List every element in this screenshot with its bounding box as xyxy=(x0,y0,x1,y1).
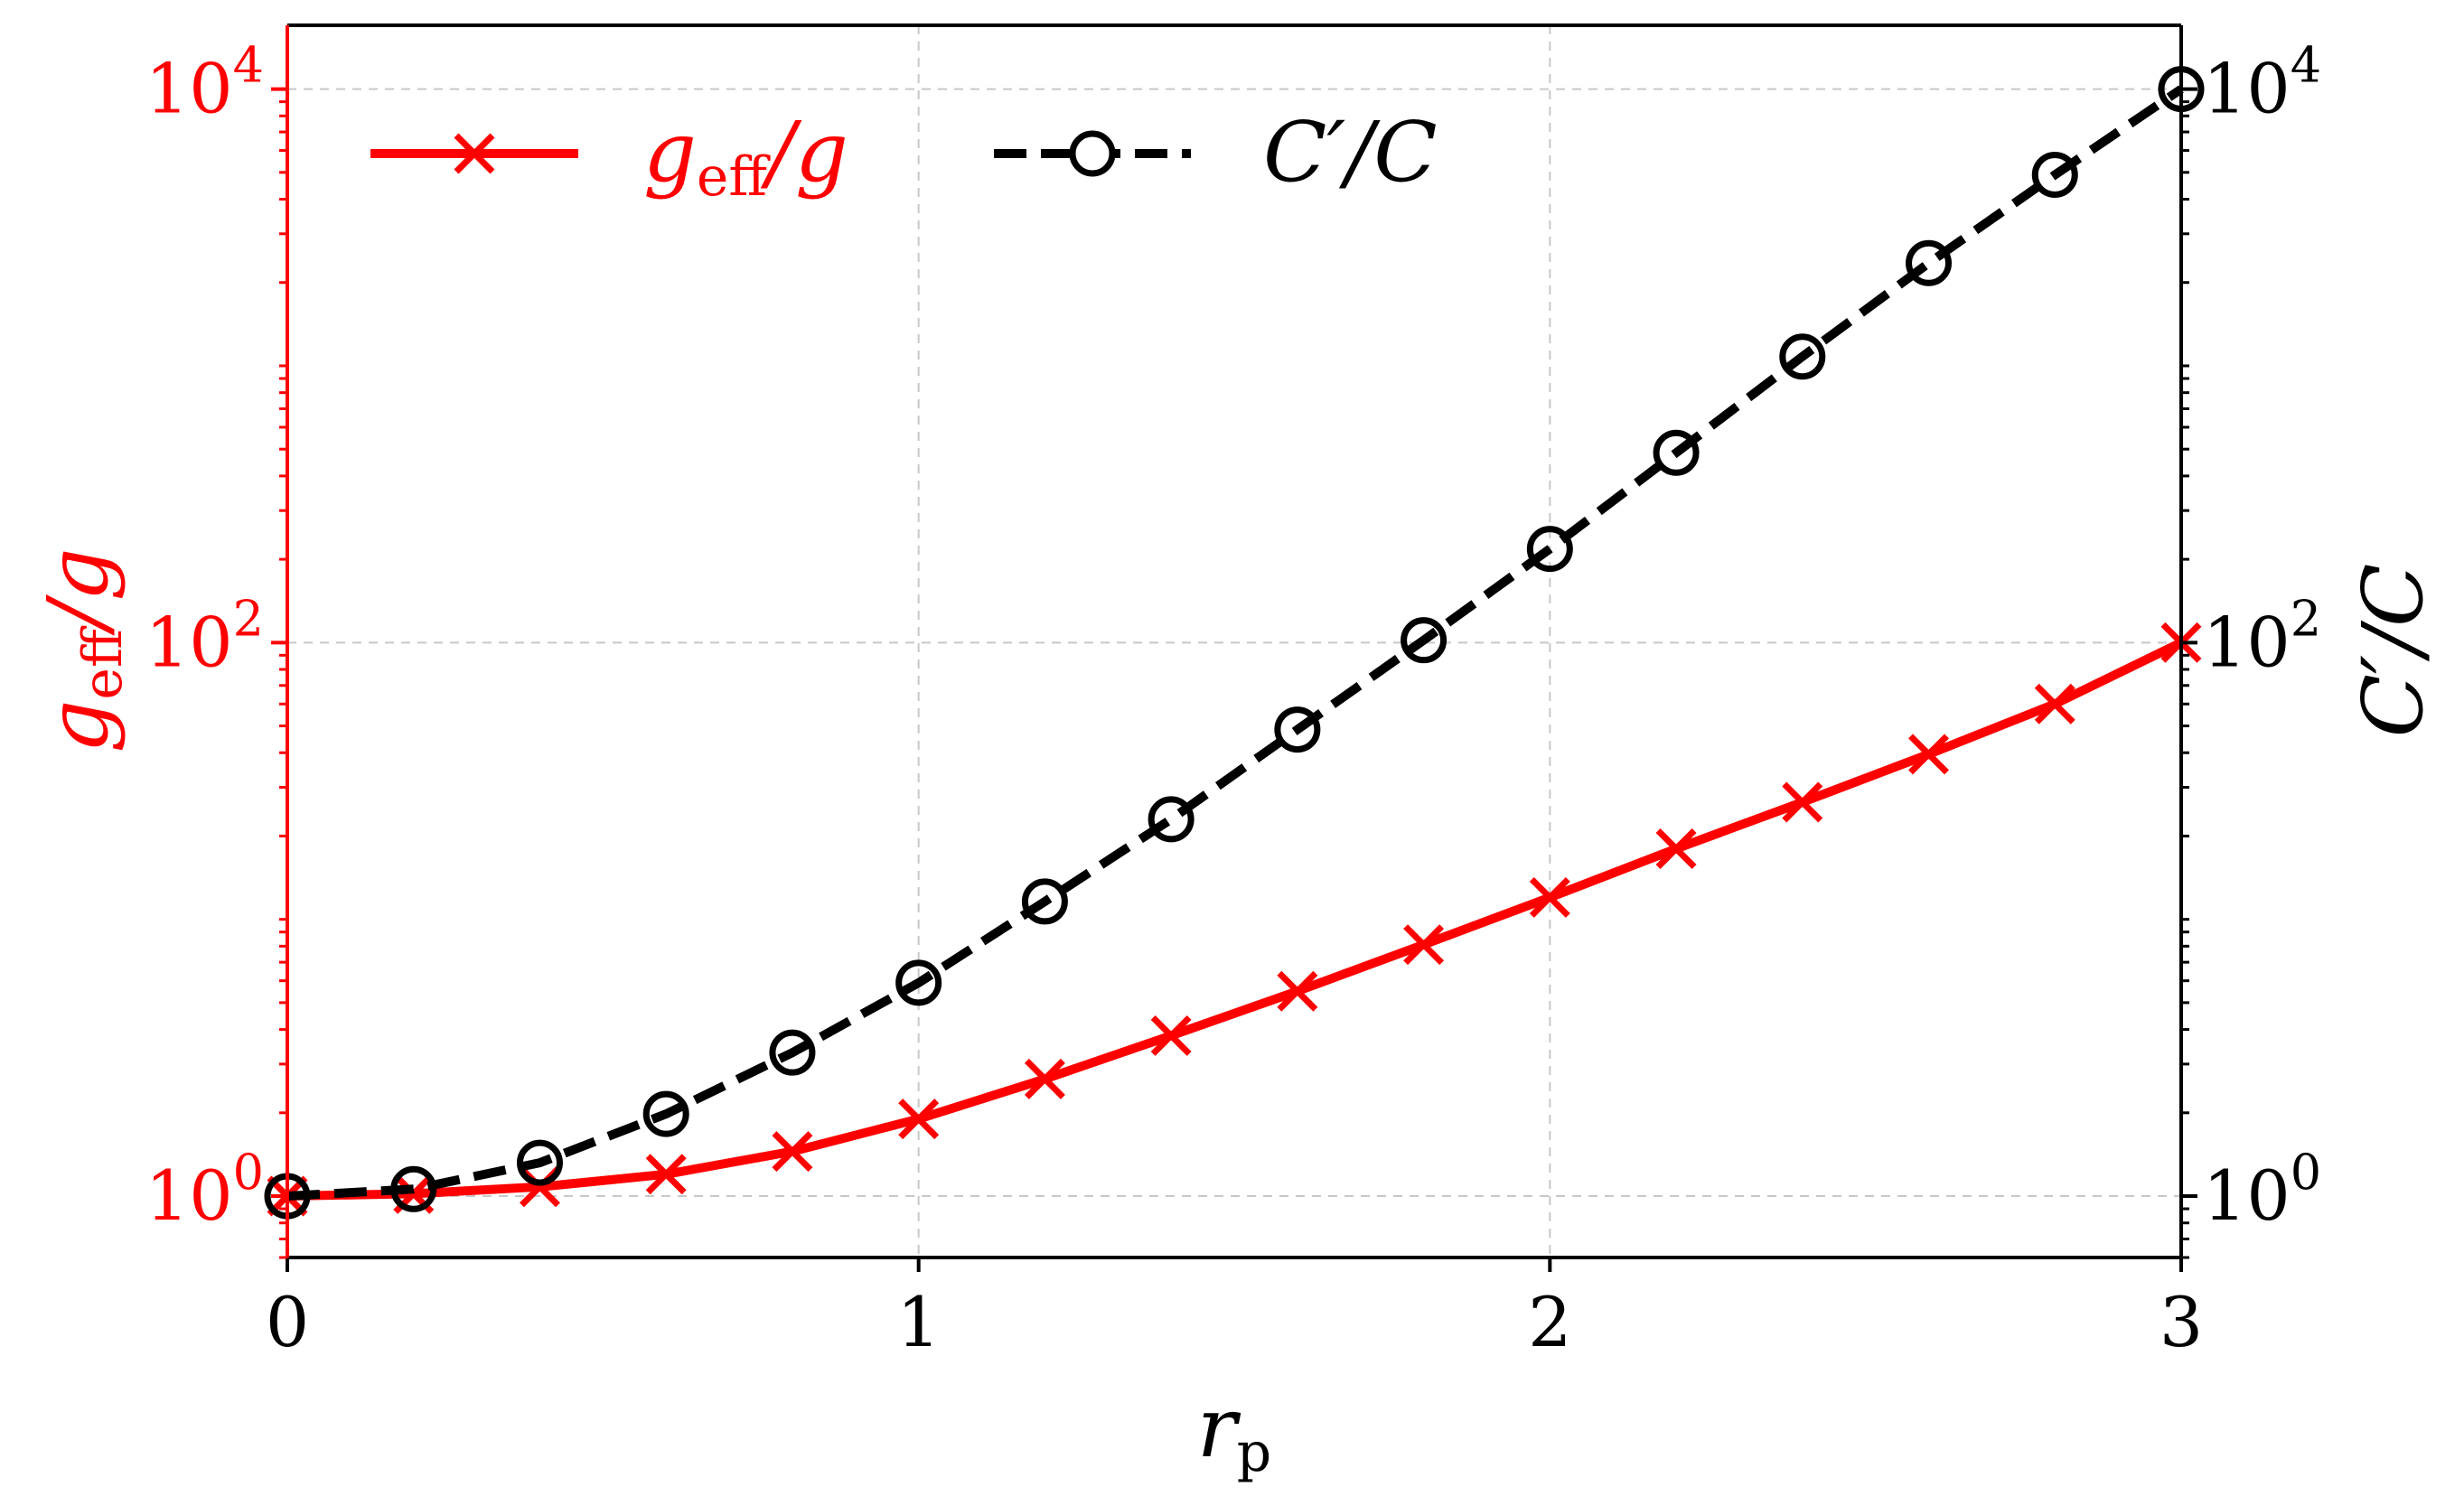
legend-marker-cprime xyxy=(1069,130,1116,177)
right-y-tick-label: 100 xyxy=(2203,1144,2321,1236)
right-y-tick-label: 104 xyxy=(2203,37,2321,129)
data-point-geff xyxy=(1908,734,1950,775)
right-y-tick-label: 102 xyxy=(2203,590,2321,682)
data-point-cprime xyxy=(769,1029,816,1076)
data-point-cprime xyxy=(2031,152,2078,199)
data-point-cprime xyxy=(516,1139,563,1186)
legend-label-cprime: C′/C xyxy=(1263,104,1438,201)
left-y-tick-label: 102 xyxy=(145,590,264,682)
data-point-cprime xyxy=(1274,706,1321,753)
x-axis-title: rp xyxy=(1197,1379,1271,1484)
data-point-cprime xyxy=(1401,617,1447,664)
data-point-cprime xyxy=(1779,333,1826,380)
axis-titles: rp geff/g C′/C xyxy=(30,548,2441,1484)
series-line-cprime xyxy=(286,85,2184,1201)
data-point-cprime xyxy=(1526,526,1573,573)
data-point-geff xyxy=(1655,827,1697,869)
data-point-cprime xyxy=(390,1165,437,1212)
series-line-geff xyxy=(286,638,2184,1201)
data-point-geff xyxy=(1403,924,1445,966)
x-tick-label: 3 xyxy=(2160,1282,2203,1362)
grid-lines xyxy=(287,25,2181,1258)
data-point-geff xyxy=(645,1154,687,1195)
legend: geff/g C′/C xyxy=(370,104,1438,209)
x-tick-label: 2 xyxy=(1528,1282,1571,1362)
data-point-geff xyxy=(772,1131,813,1173)
x-tick-label: 0 xyxy=(266,1282,309,1362)
legend-label-geff: geff/g xyxy=(643,104,848,209)
data-point-geff xyxy=(1782,781,1823,823)
data-point-cprime xyxy=(1148,796,1195,843)
legend-marker-geff xyxy=(454,133,495,174)
right-y-axis-title: C′/C xyxy=(2345,564,2441,738)
data-point-geff xyxy=(1277,970,1318,1012)
data-point-geff xyxy=(1024,1058,1065,1099)
data-point-cprime xyxy=(1021,878,1068,925)
data-point-cprime xyxy=(642,1090,689,1137)
series-layer xyxy=(264,66,2205,1220)
data-point-cprime xyxy=(1906,239,1953,286)
data-point-geff xyxy=(1150,1014,1192,1056)
x-tick-label: 1 xyxy=(896,1282,940,1362)
axes xyxy=(271,23,2197,1272)
data-point-cprime xyxy=(1653,429,1700,476)
data-point-geff xyxy=(898,1099,940,1140)
left-y-tick-label: 100 xyxy=(145,1144,264,1236)
data-point-geff xyxy=(2034,683,2075,725)
left-y-axis-title: geff/g xyxy=(30,548,135,753)
left-y-tick-label: 104 xyxy=(145,37,264,129)
data-point-geff xyxy=(1529,876,1570,918)
data-point-cprime xyxy=(895,959,942,1006)
